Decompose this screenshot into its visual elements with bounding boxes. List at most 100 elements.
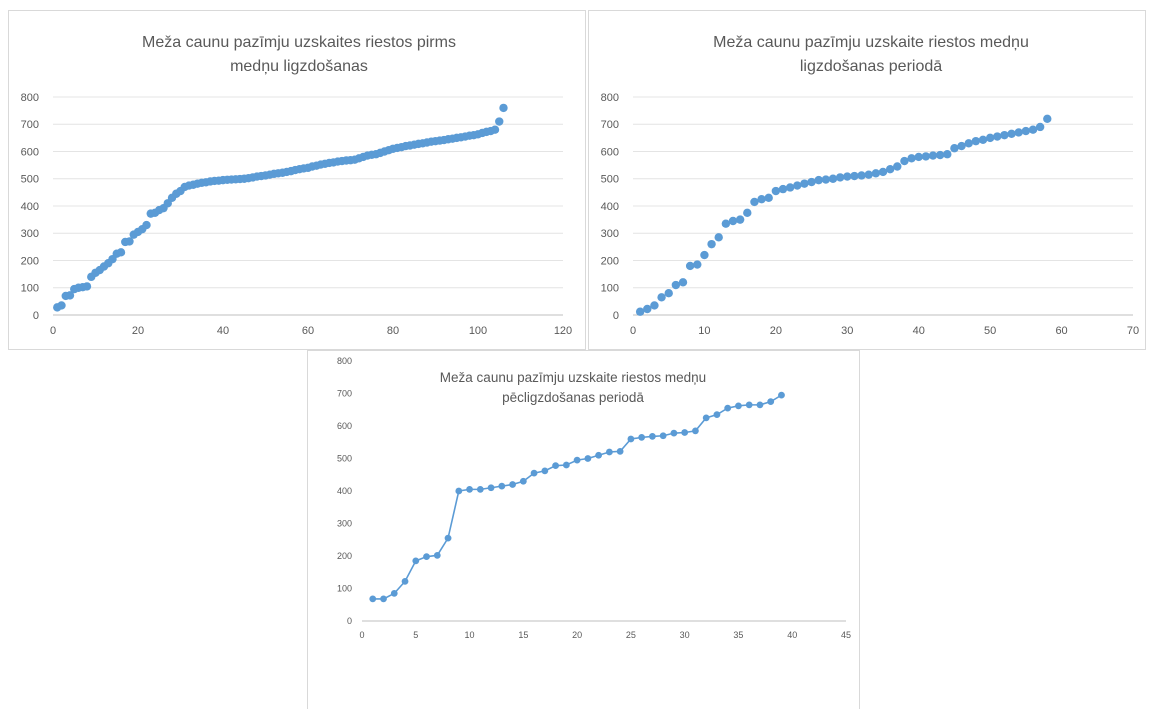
chart2-x-tick-label: 40 — [913, 325, 925, 337]
chart3-data-point — [423, 553, 430, 561]
chart-nesting-period: 0 100 200 300 400 500 600 700 800 0 10 20 30 40 50 60 70… — [601, 34, 1139, 337]
chart3-data-point — [476, 485, 484, 493]
chart1-y-tick-label: 400 — [21, 201, 39, 213]
chart3-data-point — [498, 482, 506, 490]
chart2-data-point — [664, 289, 673, 298]
chart2-data-point — [885, 165, 895, 174]
chart3-data-point — [616, 447, 624, 455]
chart3-data-point — [380, 595, 387, 603]
chart-panel-nesting-period: 0 100 200 300 400 500 600 700 800 0 10 20 30 40 50 60 70… — [588, 10, 1146, 350]
chart1-data-point — [82, 282, 92, 291]
chart1-y-tick-label: 200 — [21, 255, 39, 267]
chart2-data-point — [721, 219, 731, 228]
chart1-x-tick-label: 40 — [217, 325, 229, 337]
chart2-data-point — [1000, 130, 1009, 140]
chart3-x-tick-label: 10 — [465, 630, 475, 640]
chart3-data-point — [433, 551, 441, 559]
chart2-title-line: ligzdošanas periodā — [800, 58, 942, 75]
chart2-y-tick-label: 700 — [601, 119, 619, 131]
chart2-data-point — [657, 293, 666, 302]
chart2-x-tick-label: 30 — [841, 325, 853, 337]
chart3-data-point — [659, 432, 667, 440]
chart2-data-point — [850, 171, 859, 181]
chart2-data-point — [957, 141, 966, 151]
chart2-data-point — [807, 177, 816, 187]
chart3-x-tick-label: 40 — [787, 630, 797, 640]
chart1-x-tick-label: 120 — [554, 325, 572, 337]
chart2-x-tick-label: 10 — [698, 325, 710, 337]
chart2-data-point — [693, 260, 702, 269]
chart2-data-point — [993, 132, 1002, 141]
chart1-x-tick-label: 0 — [50, 325, 56, 337]
chart3-data-point — [767, 398, 775, 406]
chart3-x-tick-label: 5 — [413, 630, 418, 640]
chart3-data-point — [444, 534, 452, 542]
chart3-data-point — [573, 456, 581, 464]
chart1-y-tick-label: 500 — [21, 174, 39, 186]
chart2-data-point — [943, 150, 952, 159]
chart2-y-tick-label: 300 — [601, 228, 619, 240]
chart3-y-tick-label: 300 — [337, 519, 352, 529]
chart1-y-tick-label: 800 — [21, 92, 39, 104]
chart1-data-point — [116, 248, 126, 257]
chart3-y-tick-label: 100 — [337, 584, 352, 594]
chart2-data-point — [964, 139, 973, 148]
chart3-data-point — [401, 577, 409, 585]
chart-post-nesting: 0 100 200 300 400 500 600 700 800 0 5 10 15 20 25 30 35 4… — [337, 356, 851, 640]
chart2-data-point — [928, 151, 938, 160]
chart2-data-point — [1014, 128, 1023, 137]
chart2-data-point — [971, 136, 981, 146]
chart2-data-point — [771, 186, 781, 196]
chart3-data-point — [455, 487, 463, 495]
chart2-data-point — [821, 175, 831, 184]
chart3-data-point — [702, 414, 710, 422]
chart2-data-point — [1021, 126, 1031, 136]
chart3-data-point — [412, 557, 420, 565]
chart3-data-point — [595, 451, 603, 459]
chart-panel-post-nesting: 0 100 200 300 400 500 600 700 800 0 5 10 15 20 25 30 35 4… — [307, 350, 860, 709]
chart3-data-point — [509, 481, 516, 488]
chart3-data-point — [735, 402, 742, 410]
chart1-x-tick-label: 20 — [132, 325, 144, 337]
chart2-data-point — [714, 233, 723, 242]
chart3-x-tick-label: 25 — [626, 630, 636, 640]
chart3-data-point — [541, 467, 549, 475]
chart2-data-point — [707, 239, 716, 249]
chart3-title-line: pēcligzdošanas periodā — [502, 390, 644, 405]
chart3-data-point — [713, 411, 721, 419]
chart1-y-tick-label: 700 — [21, 119, 39, 131]
chart3-x-tick-label: 45 — [841, 630, 851, 640]
chart2-data-point — [843, 172, 852, 181]
chart3-x-tick-label: 20 — [572, 630, 582, 640]
chart3-data-point — [487, 484, 495, 492]
chart2-y-tick-label: 100 — [601, 283, 619, 295]
chart2-data-point — [778, 184, 788, 194]
chart2-data-point — [728, 216, 738, 226]
chart3-data-point — [562, 461, 570, 469]
chart1-y-tick-label: 0 — [33, 310, 39, 322]
chart2-data-point — [635, 307, 645, 316]
chart3-y-tick-label: 700 — [337, 389, 352, 399]
chart2-data-point — [835, 173, 845, 182]
chart2-data-point — [978, 135, 988, 144]
chart1-data-point — [57, 301, 66, 310]
chart3-data-point — [670, 429, 678, 437]
chart2-data-point — [828, 174, 838, 183]
chart-panel-before-nesting: 0 100 200 300 400 500 600 700 800 0 20 40 60 80 100 120… — [8, 10, 586, 350]
chart2-data-point — [650, 301, 659, 310]
chart3-y-tick-label: 800 — [337, 356, 352, 366]
chart2-title-line: Meža caunu pazīmju uzskaite riestos medņ… — [713, 34, 1029, 51]
chart2-y-tick-label: 600 — [601, 146, 619, 158]
chart2-data-point — [878, 167, 888, 177]
chart2-y-tick-label: 400 — [601, 201, 619, 213]
chart3-data-point — [692, 427, 699, 435]
chart2-x-tick-label: 60 — [1055, 325, 1067, 337]
chart2-data-point — [900, 156, 909, 166]
chart2-data-point — [643, 304, 652, 314]
chart1-y-tick-label: 300 — [21, 228, 39, 240]
chart1-x-tick-label: 60 — [302, 325, 314, 337]
chart3-y-tick-label: 0 — [347, 616, 352, 626]
chart2-data-point — [785, 183, 795, 192]
chart2-data-point — [907, 154, 916, 163]
chart2-data-point — [1035, 122, 1045, 132]
